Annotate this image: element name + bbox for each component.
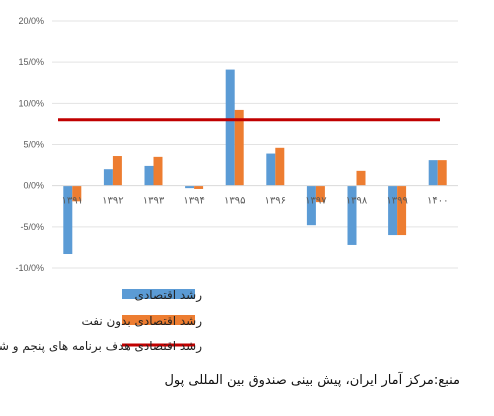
bar-growth: [306, 185, 316, 226]
y-tick-label: -10/0%: [15, 263, 44, 273]
y-tick-label: 15/0%: [18, 57, 44, 67]
source-note: منبع:مرکز آمار ایران، پیش بینی صندوق بین…: [164, 373, 460, 388]
legend-swatch-growth: [122, 289, 195, 299]
x-category-label: ۱۳۹۲: [102, 196, 123, 207]
grid-lines: [52, 20, 458, 269]
bar-growth: [103, 169, 113, 186]
bar-nonoil: [437, 160, 447, 186]
legend-label-target: رشد اقتصادی هدف برنامه های پنجم و ششم: [0, 339, 202, 354]
legend-label-growth: رشد اقتصادی: [135, 288, 203, 303]
bar-nonoil: [397, 185, 407, 236]
legend-swatch-nonoil: [122, 315, 195, 325]
x-category-label: ۱۳۹۶: [265, 196, 286, 207]
bar-nonoil: [112, 156, 122, 186]
y-tick-label: 10/0%: [18, 98, 44, 108]
x-category-label: ۱۳۹۵: [224, 196, 245, 207]
bars: [63, 69, 447, 255]
x-category-label: ۱۴۰۰: [427, 196, 448, 207]
bar-growth: [347, 185, 357, 245]
y-axis-ticks: 20/0% 15/0% 10/0% 5/0% 0/0% -5/0% -10/0%: [15, 16, 44, 273]
bar-nonoil: [356, 170, 366, 186]
bar-growth: [266, 153, 276, 186]
legend: رشد اقتصادی رشد اقتصادی بدون نفت رشد اقت…: [0, 288, 202, 354]
x-category-label: ۱۳۹۱: [62, 196, 83, 207]
legend-label-nonoil: رشد اقتصادی بدون نفت: [81, 314, 202, 329]
bar-growth: [428, 160, 438, 186]
bar-growth: [63, 185, 73, 255]
y-tick-label: -5/0%: [20, 222, 44, 232]
y-tick-label: 5/0%: [23, 140, 44, 150]
bar-nonoil: [234, 109, 244, 186]
x-category-label: ۱۳۹۷: [305, 196, 327, 207]
bar-growth: [185, 185, 195, 189]
y-tick-label: 0/0%: [23, 181, 44, 191]
x-axis-categories: ۱۳۹۱ ۱۳۹۲ ۱۳۹۳ ۱۳۹۴ ۱۳۹۵ ۱۳۹۶ ۱۳۹۷ ۱۳۹۸ ۱۳۹۹ ۱۴۰۰: [62, 196, 449, 207]
bar-growth: [388, 185, 398, 236]
bar-nonoil: [275, 147, 285, 186]
x-category-label: ۱۳۹۳: [143, 196, 165, 207]
bar-nonoil: [194, 185, 204, 189]
bar-growth: [225, 69, 235, 186]
bar-nonoil: [153, 156, 163, 186]
bar-growth: [144, 165, 154, 186]
bar-nonoil: [315, 185, 325, 203]
y-tick-label: 20/0%: [18, 16, 44, 26]
bar-nonoil: [72, 185, 82, 202]
x-category-label: ۱۳۹۹: [386, 196, 407, 207]
x-category-label: ۱۳۹۴: [183, 196, 204, 207]
x-category-label: ۱۳۹۸: [346, 196, 368, 207]
